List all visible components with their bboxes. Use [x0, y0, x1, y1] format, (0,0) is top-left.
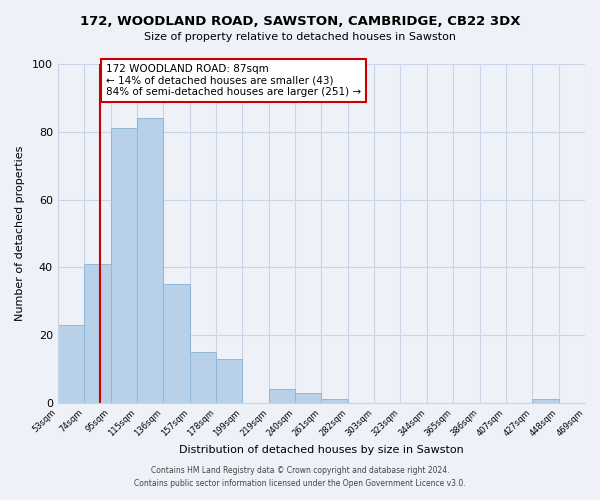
X-axis label: Distribution of detached houses by size in Sawston: Distribution of detached houses by size … — [179, 445, 464, 455]
Bar — [532, 400, 559, 403]
Bar — [190, 352, 216, 403]
Text: 172, WOODLAND ROAD, SAWSTON, CAMBRIDGE, CB22 3DX: 172, WOODLAND ROAD, SAWSTON, CAMBRIDGE, … — [80, 15, 520, 28]
Bar — [216, 358, 242, 403]
Bar — [295, 392, 322, 403]
Bar — [137, 118, 163, 403]
Text: Size of property relative to detached houses in Sawston: Size of property relative to detached ho… — [144, 32, 456, 42]
Text: 172 WOODLAND ROAD: 87sqm
← 14% of detached houses are smaller (43)
84% of semi-d: 172 WOODLAND ROAD: 87sqm ← 14% of detach… — [106, 64, 361, 97]
Bar — [322, 400, 348, 403]
Bar — [269, 389, 295, 403]
Y-axis label: Number of detached properties: Number of detached properties — [15, 146, 25, 321]
Text: Contains HM Land Registry data © Crown copyright and database right 2024.
Contai: Contains HM Land Registry data © Crown c… — [134, 466, 466, 487]
Bar — [110, 128, 137, 403]
Bar — [58, 325, 84, 403]
Bar — [163, 284, 190, 403]
Bar — [84, 264, 110, 403]
